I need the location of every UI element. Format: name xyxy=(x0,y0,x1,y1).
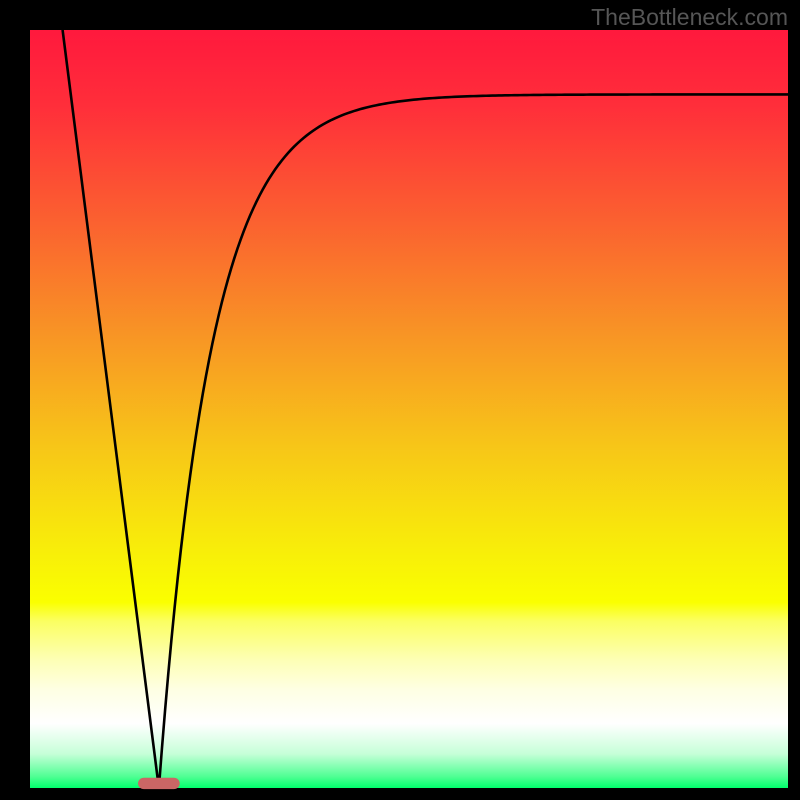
watermark-text: TheBottleneck.com xyxy=(591,4,788,31)
chart-container: TheBottleneck.com xyxy=(0,0,800,800)
bottleneck-chart xyxy=(0,0,800,800)
optimal-point-marker xyxy=(138,778,180,789)
